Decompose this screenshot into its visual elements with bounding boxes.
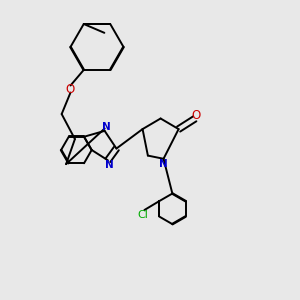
Text: Cl: Cl (137, 210, 148, 220)
Text: N: N (105, 160, 114, 170)
Text: N: N (102, 122, 110, 132)
Text: O: O (192, 109, 201, 122)
Text: N: N (159, 159, 168, 169)
Text: O: O (66, 82, 75, 95)
